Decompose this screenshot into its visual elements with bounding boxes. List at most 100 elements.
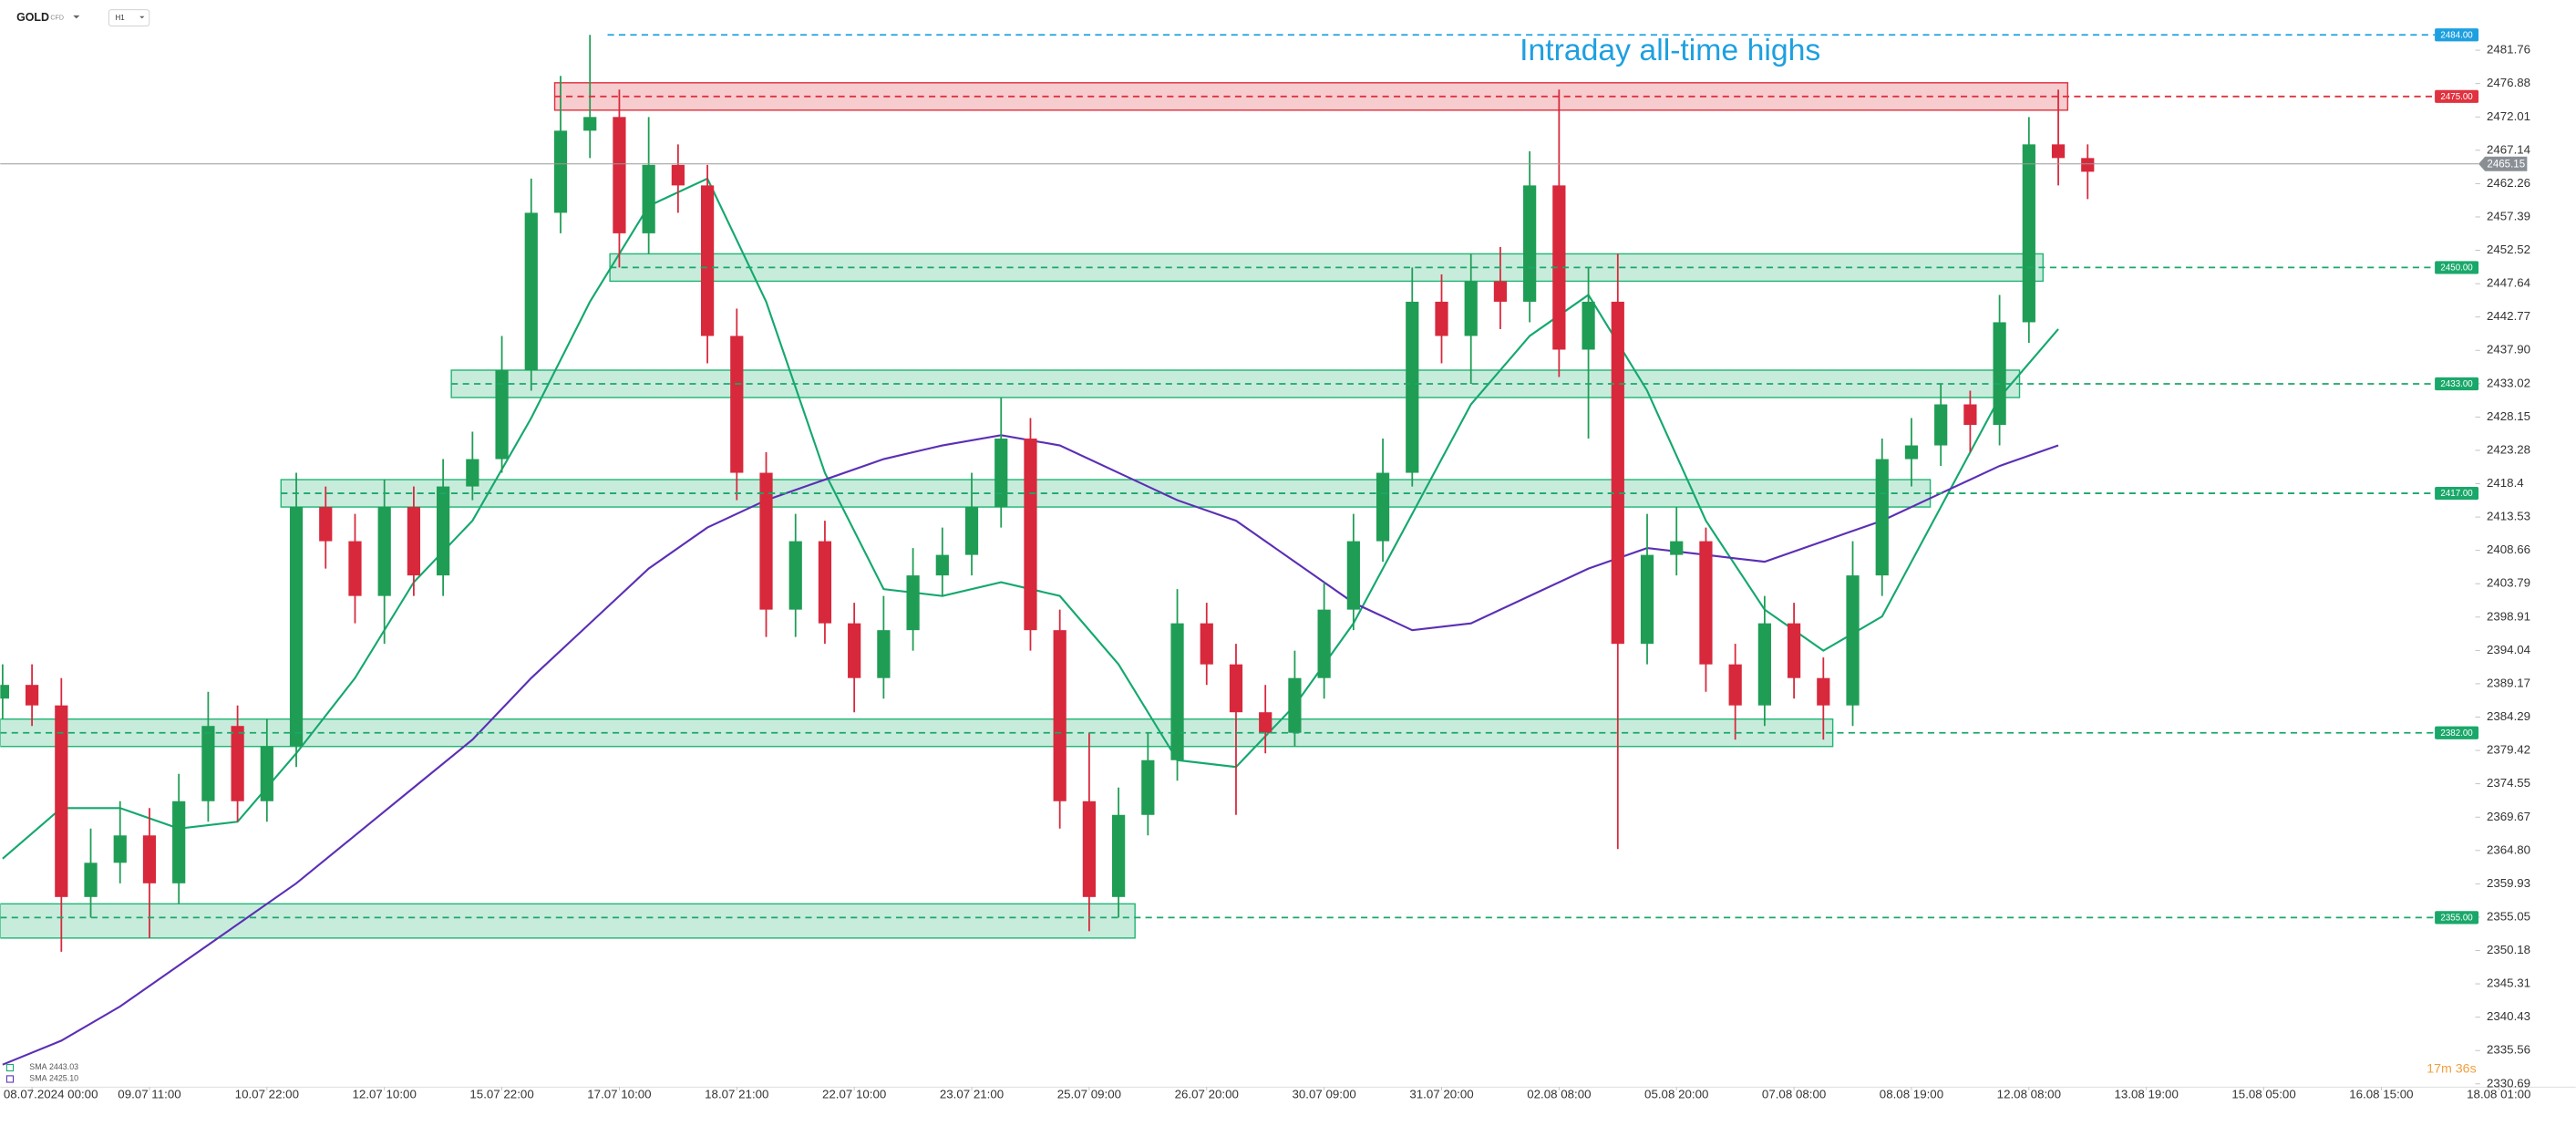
candle-body bbox=[1376, 472, 1390, 542]
candle-body bbox=[84, 863, 98, 897]
x-tick-label: 15.07 22:00 bbox=[469, 1088, 533, 1101]
level-label: 2382.00 bbox=[2440, 728, 2473, 739]
candle-body bbox=[964, 507, 979, 555]
candle-body bbox=[377, 507, 391, 596]
candle-body bbox=[671, 164, 685, 186]
y-tick-label: 2442.77 bbox=[2487, 309, 2530, 323]
candle-body bbox=[906, 575, 920, 631]
candle-body bbox=[524, 212, 538, 370]
candle-body bbox=[1993, 322, 2006, 426]
y-tick-label: 2379.42 bbox=[2487, 743, 2530, 757]
candle-body bbox=[1435, 301, 1448, 336]
candle-body bbox=[1346, 541, 1360, 610]
candle-body bbox=[231, 726, 244, 801]
level-label: 2484.00 bbox=[2440, 30, 2473, 40]
x-tick-label: 13.08 19:00 bbox=[2115, 1088, 2179, 1101]
symbol-caret[interactable] bbox=[73, 15, 80, 19]
y-tick-label: 2389.17 bbox=[2487, 676, 2530, 689]
symbol[interactable]: GOLD bbox=[16, 11, 49, 24]
candle-body bbox=[1464, 281, 1478, 336]
candle-body bbox=[1523, 185, 1537, 302]
level-label-box bbox=[2435, 89, 2479, 103]
y-tick-label: 2364.80 bbox=[2487, 842, 2530, 856]
instrument-type: CFD bbox=[50, 14, 64, 21]
candle-body bbox=[1670, 541, 1684, 555]
y-tick-label: 2413.53 bbox=[2487, 510, 2530, 523]
y-tick-label: 2476.88 bbox=[2487, 76, 2530, 89]
candle-body bbox=[700, 185, 715, 336]
x-tick-label: 02.08 08:00 bbox=[1527, 1088, 1591, 1101]
y-tick-label: 2384.29 bbox=[2487, 709, 2530, 723]
candle-body bbox=[1817, 677, 1830, 706]
x-tick-label: 18.07 21:00 bbox=[705, 1088, 768, 1101]
candle-body bbox=[1699, 541, 1713, 665]
y-tick-label: 2457.39 bbox=[2487, 209, 2530, 222]
timeframe[interactable]: H1 bbox=[115, 14, 125, 22]
timeframe-box[interactable] bbox=[108, 9, 150, 26]
countdown: 17m 36s bbox=[2427, 1062, 2476, 1077]
candle-body bbox=[1552, 185, 1566, 350]
level-label-box bbox=[2435, 28, 2479, 42]
candle-body bbox=[2022, 144, 2035, 323]
candle-body bbox=[437, 486, 450, 576]
candle-body bbox=[172, 801, 186, 883]
y-tick-label: 2398.91 bbox=[2487, 609, 2530, 623]
legend-name: SMA bbox=[29, 1062, 46, 1071]
level-label: 2355.00 bbox=[2440, 913, 2473, 923]
x-tick-label: 23.07 21:00 bbox=[940, 1088, 1004, 1101]
x-tick-label: 31.07 20:00 bbox=[1409, 1088, 1473, 1101]
x-tick-label: 05.08 20:00 bbox=[1644, 1088, 1708, 1101]
legend-name: SMA bbox=[29, 1074, 46, 1083]
zone bbox=[280, 479, 1932, 508]
candle-body bbox=[319, 507, 333, 542]
y-tick-label: 2472.01 bbox=[2487, 109, 2530, 123]
candle-body bbox=[730, 336, 744, 473]
x-tick-label: 10.07 22:00 bbox=[235, 1088, 299, 1101]
candle-body bbox=[25, 685, 39, 706]
y-tick-label: 2462.26 bbox=[2487, 176, 2530, 190]
x-tick-label: 08.08 19:00 bbox=[1880, 1088, 1943, 1101]
candle-body bbox=[935, 554, 949, 576]
candle-body bbox=[1904, 445, 1919, 460]
candle-body bbox=[2051, 144, 2066, 159]
y-tick-label: 2403.79 bbox=[2487, 576, 2530, 590]
legend-swatch bbox=[5, 1063, 15, 1072]
candle-body bbox=[1112, 814, 1126, 897]
candle-body bbox=[407, 507, 421, 576]
candle-body bbox=[1963, 404, 1977, 426]
zone bbox=[0, 903, 1136, 939]
x-tick-label: 25.07 09:00 bbox=[1057, 1088, 1121, 1101]
annotation: Intraday all-time highs bbox=[1520, 33, 1820, 67]
y-tick-label: 2418.4 bbox=[2487, 476, 2524, 490]
candle-body bbox=[642, 164, 655, 233]
candle-body bbox=[2081, 158, 2095, 172]
candle-body bbox=[1582, 301, 1595, 350]
y-tick-label: 2408.66 bbox=[2487, 542, 2530, 556]
candle-body bbox=[201, 726, 215, 801]
candle-body bbox=[1259, 712, 1273, 733]
timeframe-caret[interactable] bbox=[139, 15, 145, 19]
x-tick-label: 18.08 01:00 bbox=[2467, 1088, 2530, 1101]
x-tick-label: 26.07 20:00 bbox=[1175, 1088, 1239, 1101]
candle-body bbox=[1229, 664, 1243, 713]
y-tick-label: 2340.43 bbox=[2487, 1009, 2530, 1023]
level-label: 2450.00 bbox=[2440, 263, 2473, 274]
x-tick-label: 12.07 10:00 bbox=[353, 1088, 417, 1101]
x-tick-label: 30.07 09:00 bbox=[1292, 1088, 1355, 1101]
legend-value: 2443.03 bbox=[49, 1062, 78, 1071]
level-label: 2417.00 bbox=[2440, 489, 2473, 499]
y-tick-label: 2452.52 bbox=[2487, 243, 2530, 256]
last-price-box bbox=[2478, 156, 2528, 171]
level-label: 2475.00 bbox=[2440, 92, 2473, 102]
candle-body bbox=[1406, 301, 1419, 473]
candle-body bbox=[466, 459, 479, 487]
candle-body bbox=[348, 541, 362, 596]
candle-body bbox=[818, 541, 832, 624]
candle-body bbox=[994, 439, 1008, 508]
legend-swatch bbox=[5, 1075, 15, 1083]
last-price-label: 2465.15 bbox=[2487, 159, 2525, 170]
y-tick-label: 2335.56 bbox=[2487, 1043, 2530, 1057]
candle-body bbox=[1170, 623, 1184, 760]
x-tick-label: 08.07.2024 00:00 bbox=[4, 1088, 98, 1101]
